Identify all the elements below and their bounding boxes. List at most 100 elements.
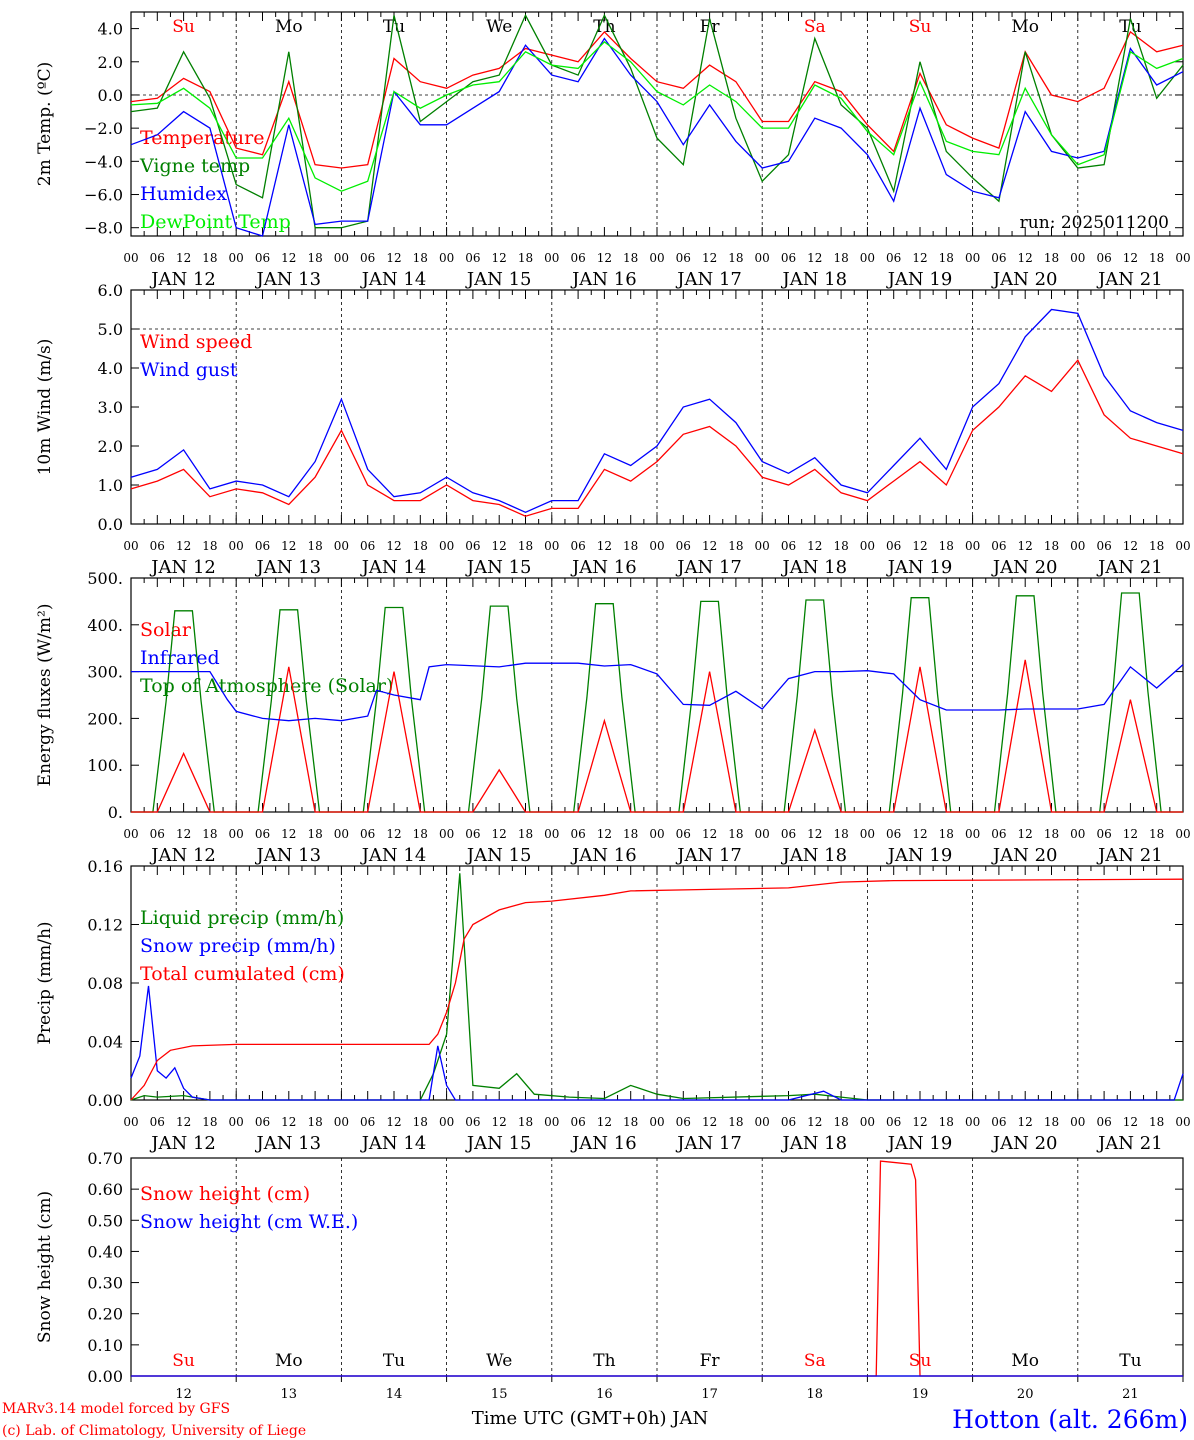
series-line [130, 13, 1184, 229]
weekday-label: Tu [1119, 17, 1141, 37]
day-label: JAN 16 [570, 557, 637, 578]
hour-tick-label: 06 [255, 539, 270, 553]
run-annotation: run: 2025011200 [1020, 213, 1169, 233]
weekday-label: Mo [275, 1351, 303, 1371]
hour-tick-label: 00 [334, 827, 349, 841]
hour-tick-label: 06 [150, 827, 165, 841]
weekday-label: We [486, 17, 512, 37]
hour-tick-label: 12 [807, 539, 822, 553]
hour-tick-label: 00 [755, 251, 770, 265]
hour-tick-label: 00 [544, 539, 559, 553]
hour-tick-label: 06 [255, 1115, 270, 1129]
hour-tick-label: 12 [386, 539, 401, 553]
hour-tick-label: 18 [202, 1115, 217, 1129]
hour-tick-label: 06 [991, 1115, 1006, 1129]
hour-tick-label: 18 [833, 539, 848, 553]
hour-tick-label: 18 [728, 251, 743, 265]
hour-tick-label: 00 [860, 251, 875, 265]
hour-tick-label: 00 [544, 827, 559, 841]
day-label: JAN 14 [360, 845, 427, 866]
hour-tick-label: 06 [465, 827, 480, 841]
y-tick-label: 0.08 [87, 974, 123, 993]
legend-entry: Snow precip (mm/h) [140, 935, 336, 957]
weekday-label: Th [593, 17, 615, 37]
y-axis-label: 2m Temp. (ºC) [35, 62, 55, 187]
day-label: JAN 17 [675, 1133, 742, 1154]
y-axis-label: Snow height (cm) [35, 1191, 55, 1343]
legend-entry: DewPoint Temp [140, 211, 291, 233]
hour-tick-label: 18 [833, 1115, 848, 1129]
weekday-label: Tu [1119, 1351, 1141, 1371]
hour-tick-label: 00 [123, 539, 138, 553]
weekday-label: We [486, 1351, 512, 1371]
y-tick-label: 0.30 [87, 1274, 123, 1293]
y-tick-label: 0.0 [98, 86, 123, 105]
hour-tick-label: 18 [1149, 539, 1164, 553]
hour-tick-label: 12 [702, 1115, 717, 1129]
hour-tick-label: 00 [123, 827, 138, 841]
hour-tick-label: 12 [1018, 1115, 1033, 1129]
day-label: JAN 19 [886, 1133, 953, 1154]
hour-tick-label: 18 [413, 827, 428, 841]
hour-tick-label: 00 [1070, 251, 1085, 265]
hour-tick-label: 12 [807, 251, 822, 265]
hour-tick-label: 00 [1070, 1115, 1085, 1129]
day-label: JAN 15 [465, 1133, 532, 1154]
day-label: JAN 15 [465, 557, 532, 578]
hour-tick-label: 18 [518, 827, 533, 841]
day-label: JAN 14 [360, 1133, 427, 1154]
hour-tick-label: 12 [1018, 539, 1033, 553]
hour-tick-label: 06 [991, 251, 1006, 265]
hour-tick-label: 00 [439, 827, 454, 841]
legend-entry: Vigne temp [139, 155, 250, 177]
hour-tick-label: 12 [1123, 251, 1138, 265]
day-number-label: 17 [701, 1387, 718, 1402]
hour-tick-label: 06 [570, 539, 585, 553]
series-line [131, 659, 1183, 813]
hour-tick-label: 12 [597, 251, 612, 265]
panel-energy: 00 06 12 18 00 06 12 18 00 06 12 18 00 06 12 18 00 06 12 18… [35, 569, 1191, 866]
hour-tick-label: 06 [781, 1115, 796, 1129]
panel-temperature: 00 06 12 18 00 06 12 18 00 06 12 18 00 06 12 18 00 06 12 18… [35, 11, 1191, 290]
weekday-label: Sa [804, 17, 826, 37]
y-tick-label: 400. [87, 616, 123, 635]
hour-tick-label: 00 [755, 539, 770, 553]
hour-tick-label: 00 [123, 1115, 138, 1129]
hour-tick-label: 12 [702, 827, 717, 841]
hour-tick-label: 18 [1044, 1115, 1059, 1129]
hour-tick-label: 18 [939, 827, 954, 841]
weekday-label: Mo [275, 17, 303, 37]
hour-tick-label: 06 [886, 251, 901, 265]
hour-tick-label: 12 [912, 251, 927, 265]
hour-tick-label: 12 [912, 827, 927, 841]
hour-tick-label: 06 [886, 827, 901, 841]
hour-tick-label: 06 [570, 251, 585, 265]
weekday-label: Th [593, 1351, 615, 1371]
day-number-label: 15 [491, 1387, 508, 1402]
day-label: JAN 13 [255, 1133, 322, 1154]
hour-tick-label: 00 [229, 251, 244, 265]
hour-tick-label: 06 [676, 1115, 691, 1129]
hour-tick-label: 18 [939, 1115, 954, 1129]
hour-tick-label: 18 [1044, 827, 1059, 841]
hour-tick-label: 00 [1175, 251, 1190, 265]
day-label: JAN 20 [991, 1133, 1058, 1154]
hour-tick-label: 12 [176, 539, 191, 553]
hour-tick-label: 00 [649, 539, 664, 553]
day-label: JAN 21 [1096, 557, 1163, 578]
weekday-label: Su [172, 17, 195, 37]
hour-tick-label: 06 [1096, 539, 1111, 553]
hour-tick-label: 12 [912, 1115, 927, 1129]
hour-tick-label: 00 [123, 251, 138, 265]
day-number-label: 19 [912, 1387, 929, 1402]
hour-tick-label: 18 [518, 539, 533, 553]
series-line [130, 308, 1184, 514]
hour-tick-label: 06 [360, 251, 375, 265]
hour-tick-label: 06 [886, 539, 901, 553]
hour-tick-label: 12 [176, 827, 191, 841]
y-tick-label: 300. [87, 663, 123, 682]
day-label: JAN 21 [1096, 845, 1163, 866]
hour-tick-label: 12 [1018, 827, 1033, 841]
hour-tick-label: 00 [439, 539, 454, 553]
hour-tick-label: 12 [702, 539, 717, 553]
